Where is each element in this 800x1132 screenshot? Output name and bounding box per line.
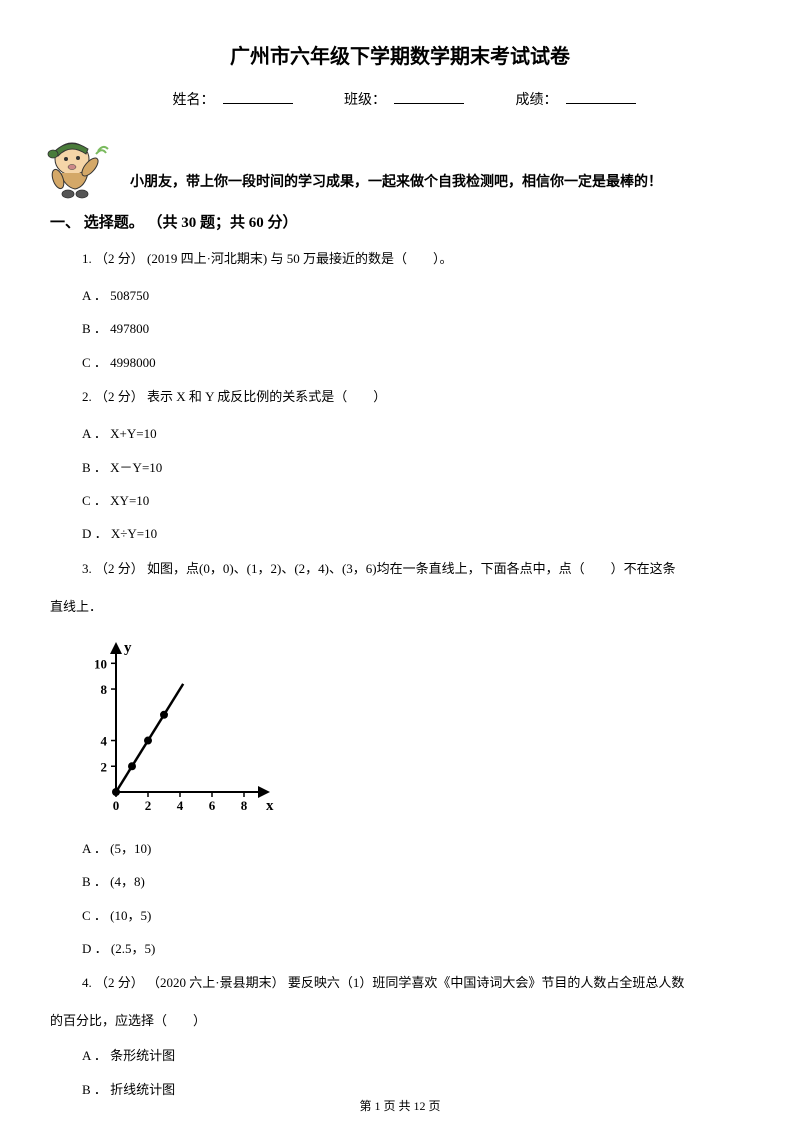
svg-text:2: 2 [145,798,152,813]
q1-option-a: A ． 508750 [50,284,750,307]
q2-option-c: C ． XY=10 [50,489,750,512]
score-label: 成绩： [516,93,558,108]
info-line: 姓名： 班级： 成绩： [50,89,750,109]
svg-text:4: 4 [101,733,108,748]
q1-option-c: C ． 4998000 [50,351,750,374]
q1-option-b: B ． 497800 [50,317,750,340]
graph-container: 0 2 4 6 8 2 4 8 10 x y [50,630,750,825]
q2-option-d: D ． X÷Y=10 [50,522,750,545]
mascot-row: 小朋友，带上你一段时间的学习成果，一起来做个自我检测吧，相信你一定是最棒的！ [50,129,750,199]
class-blank[interactable] [394,103,464,104]
page-title: 广州市六年级下学期数学期末考试试卷 [50,40,750,69]
name-blank[interactable] [223,103,293,104]
question-4: 4. （2 分） （2020 六上·景县期末） 要反映六（1）班同学喜欢《中国诗… [50,970,750,996]
line-chart: 0 2 4 6 8 2 4 8 10 x y [82,630,282,820]
q4-option-a: A ． 条形统计图 [50,1044,750,1067]
q3-option-b: B ． (4，8) [50,870,750,893]
question-3-cont: 直线上． [50,594,750,620]
svg-text:0: 0 [113,798,120,813]
mascot-icon [40,129,110,199]
encouragement-text: 小朋友，带上你一段时间的学习成果，一起来做个自我检测吧，相信你一定是最棒的！ [130,171,662,199]
page-footer: 第 1 页 共 12 页 [0,1097,800,1114]
question-3: 3. （2 分） 如图，点(0，0)、(1，2)、(2，4)、(3，6)均在一条… [50,556,750,582]
svg-text:8: 8 [101,682,108,697]
q3-option-a: A ． (5，10) [50,837,750,860]
q3-option-d: D ． (2.5，5) [50,937,750,960]
question-2: 2. （2 分） 表示 X 和 Y 成反比例的关系式是（ ） [50,384,750,410]
class-label: 班级： [344,93,386,108]
svg-text:10: 10 [94,656,107,671]
svg-text:x: x [266,798,274,814]
question-1: 1. （2 分） (2019 四上·河北期末) 与 50 万最接近的数是（ ）。 [50,246,750,272]
svg-text:8: 8 [241,798,248,813]
name-label: 姓名： [173,93,215,108]
svg-text:4: 4 [177,798,184,813]
section-1-header: 一、 选择题。 （共 30 题；共 60 分） [50,211,750,232]
svg-text:y: y [124,640,132,656]
q3-option-c: C ． (10，5) [50,904,750,927]
question-4-cont: 的百分比，应选择（ ） [50,1008,750,1034]
score-blank[interactable] [566,103,636,104]
q2-option-b: B ． X－Y=10 [50,456,750,479]
q2-option-a: A ． X+Y=10 [50,422,750,445]
svg-text:6: 6 [209,798,216,813]
svg-text:2: 2 [101,759,108,774]
